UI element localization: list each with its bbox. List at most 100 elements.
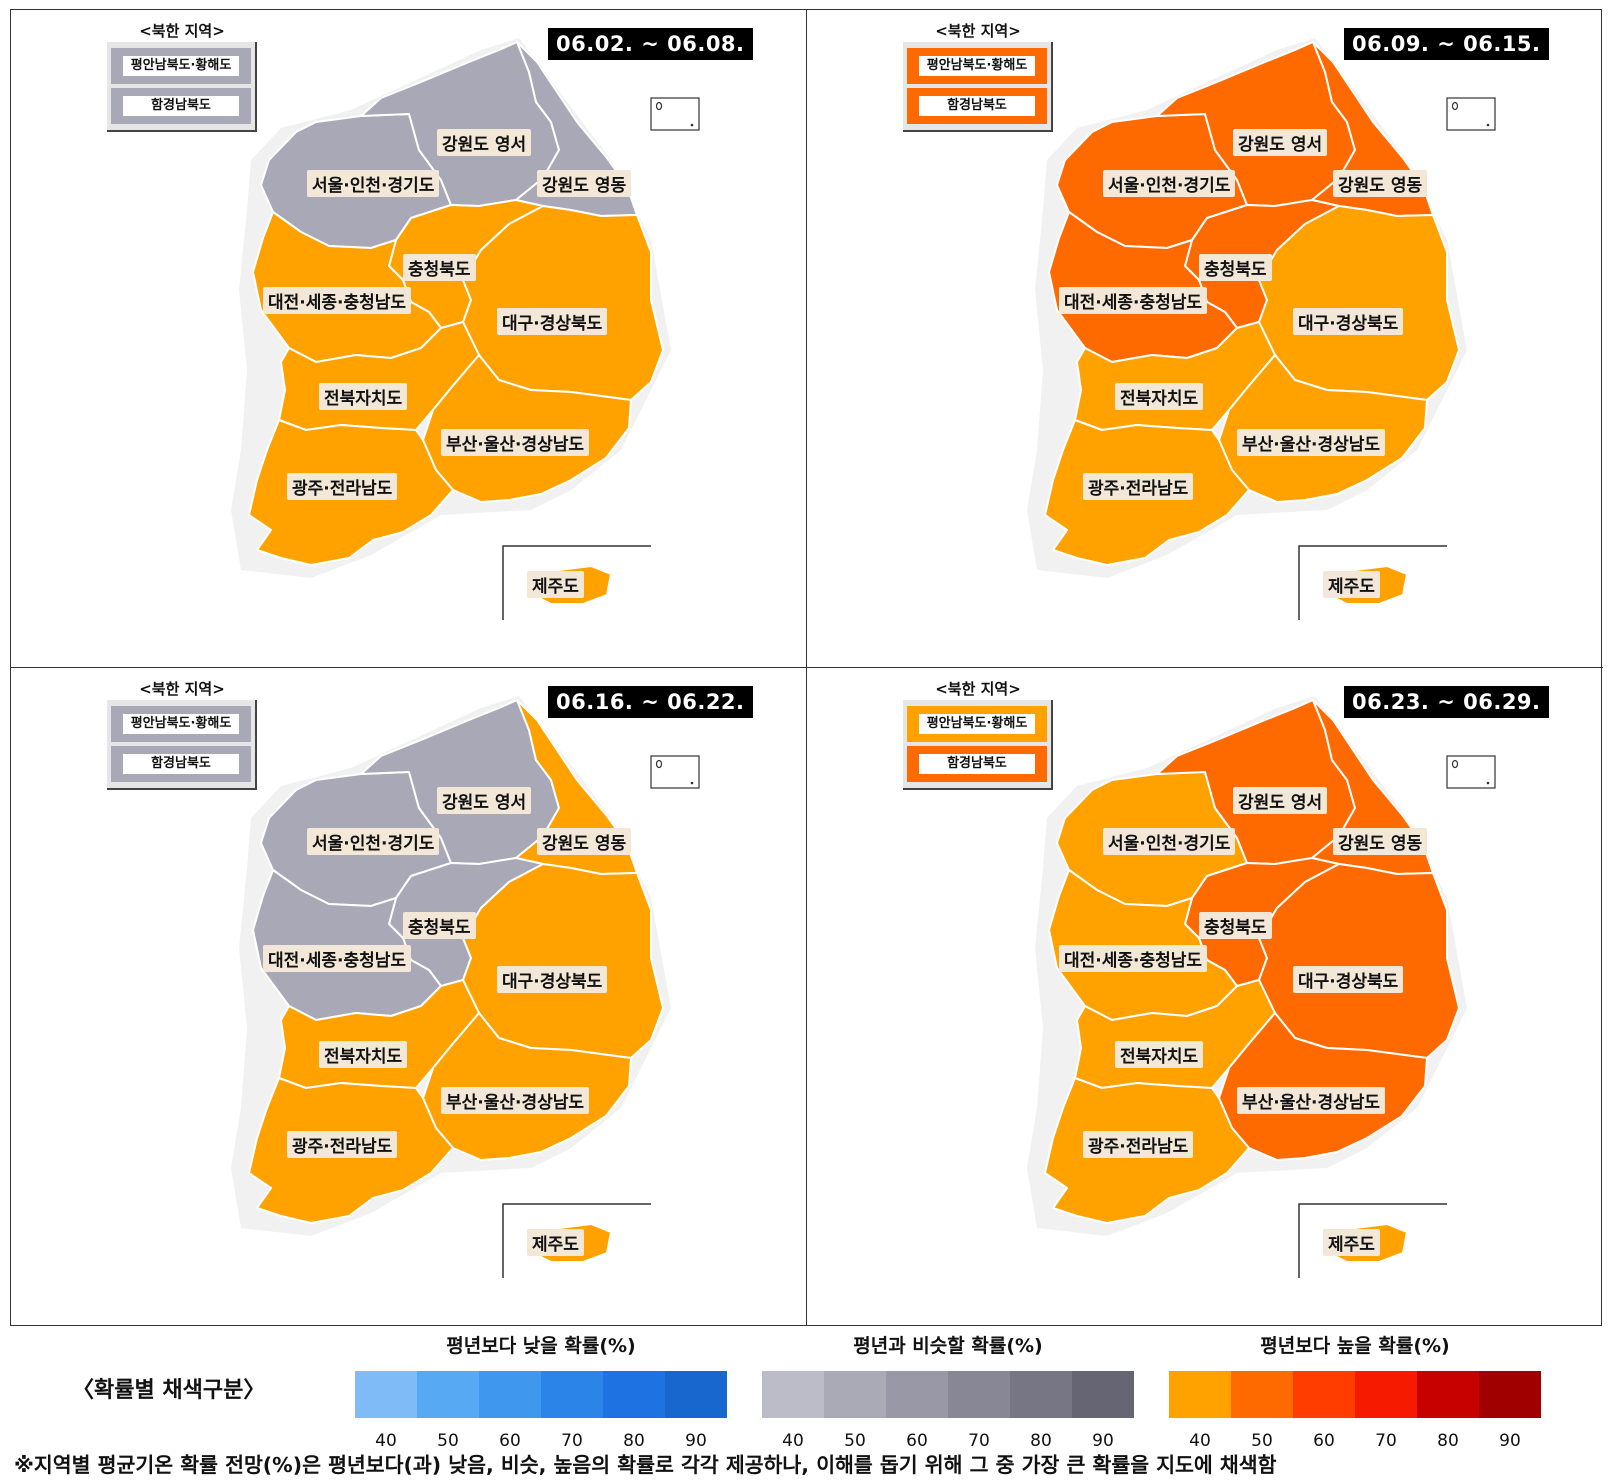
legend-group-title: 평년보다 높을 확률(%) bbox=[1260, 1335, 1450, 1357]
region-label-gyeonggi: 서울·인천·경기도 bbox=[1103, 170, 1236, 197]
legend-tick-label: 70 bbox=[968, 1431, 990, 1451]
region-label-jeonbuk: 전북자치도 bbox=[319, 383, 408, 410]
nk-region-2: 함경남북도 bbox=[907, 746, 1047, 782]
legend-swatch bbox=[1231, 1371, 1293, 1418]
region-label-chungnam: 대전·세종·충청남도 bbox=[1059, 945, 1208, 972]
legend-tick-label: 90 bbox=[685, 1431, 707, 1451]
north-korea-title: <북한 지역> bbox=[935, 22, 1021, 40]
region-label-gw-east: 강원도 영동 bbox=[1333, 828, 1428, 855]
legend-tick-label: 60 bbox=[906, 1431, 928, 1451]
region-label-gw-west: 강원도 영서 bbox=[1233, 787, 1328, 814]
nk-region-1: 평안남북도·황해도 bbox=[907, 48, 1047, 84]
legend-swatch bbox=[886, 1371, 948, 1418]
legend-swatch bbox=[1072, 1371, 1134, 1418]
region-label-gw-west: 강원도 영서 bbox=[1233, 129, 1328, 156]
north-korea-title: <북한 지역> bbox=[139, 22, 225, 40]
legend-swatch bbox=[1169, 1371, 1231, 1418]
nk-region-label: 함경남북도 bbox=[919, 96, 1035, 116]
legend-swatch bbox=[541, 1371, 603, 1418]
legend-swatch bbox=[603, 1371, 665, 1418]
week-range-badge: 06.09. ~ 06.15. bbox=[1344, 28, 1549, 60]
legend-tick-label: 80 bbox=[623, 1431, 645, 1451]
legend-ticks: 40 50 60 70 80 90 bbox=[1169, 1431, 1541, 1451]
region-label-jeju: 제주도 bbox=[1323, 1229, 1380, 1256]
region-label-chungnam: 대전·세종·충청남도 bbox=[263, 945, 412, 972]
region-label-gyeongnam: 부산·울산·경상남도 bbox=[441, 429, 590, 456]
region-label-jeonnam: 광주·전라남도 bbox=[1083, 473, 1194, 500]
north-korea-title: <북한 지역> bbox=[935, 680, 1021, 698]
nk-region-label: 평안남북도·황해도 bbox=[123, 714, 239, 734]
region-label-gw-east: 강원도 영동 bbox=[1333, 170, 1428, 197]
region-label-gyeongnam: 부산·울산·경상남도 bbox=[441, 1087, 590, 1114]
legend-swatches bbox=[1169, 1371, 1541, 1418]
region-label-chungbuk: 충청북도 bbox=[1199, 912, 1272, 939]
dokdo-island bbox=[1486, 781, 1490, 785]
jeju-inset-frame bbox=[1298, 545, 1447, 620]
nk-region-label: 평안남북도·황해도 bbox=[919, 56, 1035, 76]
nk-region-1: 평안남북도·황해도 bbox=[111, 706, 251, 742]
legend-swatch bbox=[355, 1371, 417, 1418]
week-range-badge: 06.02. ~ 06.08. bbox=[548, 28, 753, 60]
nk-region-1: 평안남북도·황해도 bbox=[111, 48, 251, 84]
map-grid: <북한 지역> 평안남북도·황해도 함경남북도 06.02. ~ 06.08. 서울·인… bbox=[10, 9, 1603, 1326]
dokdo-island bbox=[1486, 123, 1490, 127]
legend-heading: 〈확률별 채색구분〉 bbox=[72, 1378, 266, 1403]
legend-swatch bbox=[1479, 1371, 1541, 1418]
region-label-gyeonggi: 서울·인천·경기도 bbox=[307, 170, 440, 197]
legend-tick-label: 40 bbox=[1189, 1431, 1211, 1451]
map-panel: <북한 지역> 평안남북도·황해도 함경남북도 06.23. ~ 06.29. 서울·인… bbox=[807, 668, 1603, 1326]
region-label-gyeongnam: 부산·울산·경상남도 bbox=[1237, 429, 1386, 456]
nk-region-2: 함경남북도 bbox=[111, 88, 251, 124]
region-label-chungbuk: 충청북도 bbox=[1199, 254, 1272, 281]
region-label-jeonbuk: 전북자치도 bbox=[319, 1041, 408, 1068]
legend-tick-label: 60 bbox=[499, 1431, 521, 1451]
nk-region-label: 함경남북도 bbox=[123, 96, 239, 116]
region-label-chungnam: 대전·세종·충청남도 bbox=[263, 287, 412, 314]
region-label-jeju: 제주도 bbox=[527, 571, 584, 598]
region-label-gyeongbuk: 대구·경상북도 bbox=[497, 308, 608, 335]
legend-swatch bbox=[665, 1371, 727, 1418]
legend-tick-label: 50 bbox=[1251, 1431, 1273, 1451]
region-label-gw-east: 강원도 영동 bbox=[537, 170, 632, 197]
legend-tick-label: 80 bbox=[1437, 1431, 1459, 1451]
region-label-chungbuk: 충청북도 bbox=[403, 254, 476, 281]
legend-tick-label: 40 bbox=[375, 1431, 397, 1451]
legend-tick-label: 40 bbox=[782, 1431, 804, 1451]
legend-swatches bbox=[762, 1371, 1134, 1418]
dokdo-island bbox=[690, 781, 694, 785]
nk-region-label: 함경남북도 bbox=[123, 754, 239, 774]
region-label-jeonbuk: 전북자치도 bbox=[1115, 383, 1204, 410]
dokdo-island bbox=[690, 123, 694, 127]
legend-swatch bbox=[479, 1371, 541, 1418]
region-label-gyeongnam: 부산·울산·경상남도 bbox=[1237, 1087, 1386, 1114]
ulleungdo-island bbox=[655, 101, 663, 111]
region-label-gyeongbuk: 대구·경상북도 bbox=[1293, 308, 1404, 335]
legend-swatch bbox=[1293, 1371, 1355, 1418]
legend-tick-label: 90 bbox=[1092, 1431, 1114, 1451]
region-label-gyeongbuk: 대구·경상북도 bbox=[497, 966, 608, 993]
legend-swatch bbox=[948, 1371, 1010, 1418]
nk-region-label: 평안남북도·황해도 bbox=[919, 714, 1035, 734]
region-label-jeju: 제주도 bbox=[1323, 571, 1380, 598]
ulleungdo-island bbox=[1451, 101, 1459, 111]
region-label-jeonbuk: 전북자치도 bbox=[1115, 1041, 1204, 1068]
region-label-jeonnam: 광주·전라남도 bbox=[287, 1131, 398, 1158]
week-range-badge: 06.16. ~ 06.22. bbox=[548, 686, 753, 718]
legend-swatch bbox=[1355, 1371, 1417, 1418]
legend-swatch bbox=[762, 1371, 824, 1418]
week-range-badge: 06.23. ~ 06.29. bbox=[1344, 686, 1549, 718]
region-label-gyeonggi: 서울·인천·경기도 bbox=[307, 828, 440, 855]
ulleungdo-island bbox=[1451, 759, 1459, 769]
legend-ticks: 40 50 60 70 80 90 bbox=[355, 1431, 727, 1451]
nk-region-label: 함경남북도 bbox=[919, 754, 1035, 774]
region-label-gyeongbuk: 대구·경상북도 bbox=[1293, 966, 1404, 993]
legend-tick-label: 80 bbox=[1030, 1431, 1052, 1451]
legend-group-title: 평년보다 낮을 확률(%) bbox=[446, 1335, 636, 1357]
legend-swatches bbox=[355, 1371, 727, 1418]
map-panel: <북한 지역> 평안남북도·황해도 함경남북도 06.16. ~ 06.22. 서울·인… bbox=[11, 668, 807, 1326]
ulleungdo-island bbox=[655, 759, 663, 769]
